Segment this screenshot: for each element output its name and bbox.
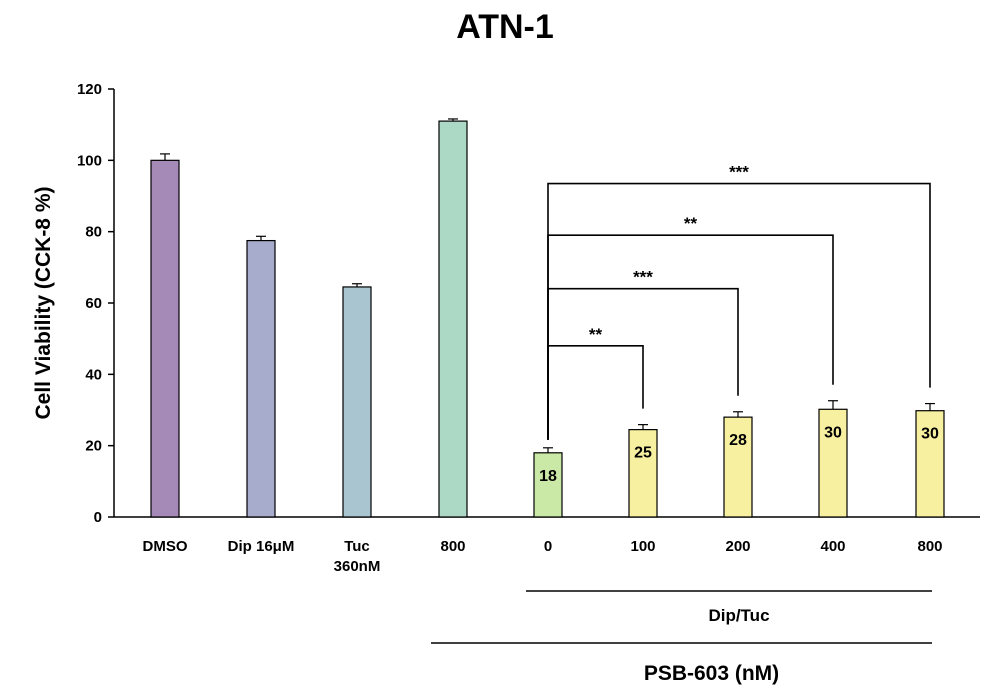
y-tick-label: 120: [77, 81, 102, 98]
group-label: PSB-603 (nM): [644, 662, 779, 685]
y-tick-label: 20: [85, 438, 102, 455]
bar: [533, 452, 563, 518]
x-tick-label: 0: [544, 538, 552, 555]
data-label: 18: [539, 468, 557, 485]
significance-label: ***: [633, 268, 653, 287]
group-labels: Dip/Tuc PSB-603 (nM): [431, 590, 932, 685]
data-label: 25: [634, 445, 652, 462]
significance-label: **: [684, 214, 698, 233]
y-tick-label: 80: [85, 224, 102, 241]
y-axis-label: Cell Viability (CCK-8 %): [32, 187, 55, 420]
bar: [818, 408, 848, 518]
bar: [438, 120, 468, 518]
bar: [628, 429, 658, 518]
x-tick-label: 800: [440, 538, 465, 555]
x-tick-label: 200: [725, 538, 750, 555]
significance-label: **: [589, 325, 603, 344]
data-label: 30: [921, 426, 939, 443]
x-tick-label: 800: [917, 538, 942, 555]
bar: [246, 239, 276, 518]
significance-label: ***: [729, 163, 749, 182]
x-tick-label: 360nM: [334, 558, 381, 575]
significance-bracket: [547, 182, 931, 440]
x-tick-label: 400: [820, 538, 845, 555]
y-tick-label: 0: [94, 509, 102, 526]
bar: [150, 159, 180, 518]
x-tick-label: Tuc: [344, 538, 370, 555]
significance-bracket: [547, 345, 644, 440]
bar: [915, 410, 945, 518]
y-tick-label: 40: [85, 366, 102, 383]
significance-brackets: **********: [547, 163, 931, 440]
data-label: 30: [824, 424, 842, 441]
bar: [342, 286, 372, 518]
data-label: 28: [729, 432, 747, 449]
group-label: Dip/Tuc: [708, 606, 769, 625]
chart-title: ATN-1: [456, 8, 554, 46]
bars: DMSO Dip 16μM Tuc 360nM 800 18 0 25 100 28 200 30 40…: [143, 118, 945, 575]
x-tick-label: DMSO: [143, 538, 188, 555]
y-tick-label: 60: [85, 295, 102, 312]
x-tick-label: Dip 16μM: [228, 538, 295, 555]
x-tick-label: 100: [630, 538, 655, 555]
y-tick-label: 100: [77, 152, 102, 169]
bar: [723, 416, 753, 518]
